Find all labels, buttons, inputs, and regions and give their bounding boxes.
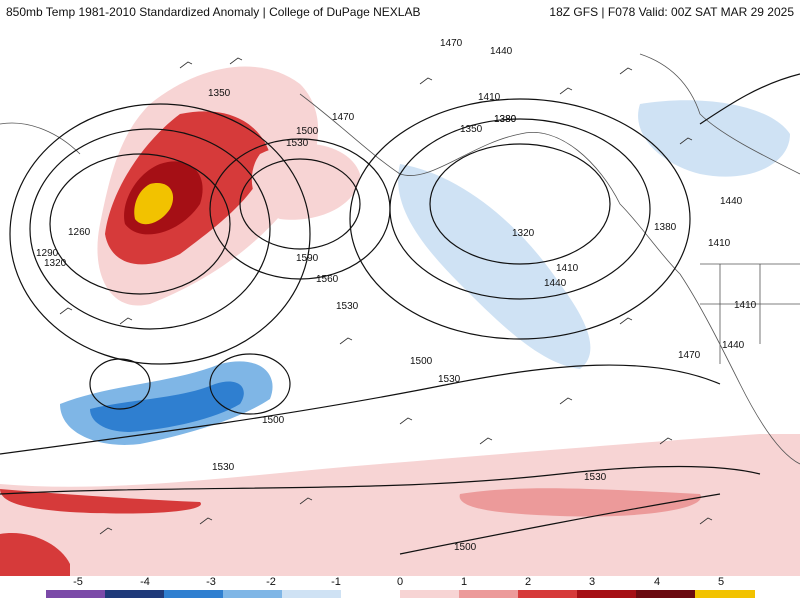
contour-label: 1590	[296, 253, 319, 264]
colorbar-segment	[341, 590, 401, 598]
contour-label: 1500	[262, 415, 285, 426]
contour-labels: 1470 1440 1410 1380 1350 1320 1290 1260 …	[36, 38, 757, 553]
colorbar-segment	[636, 590, 696, 598]
contour-label: 1350	[208, 88, 231, 99]
contour-label: 1410	[556, 263, 579, 274]
colorbar-tick: 1	[460, 576, 468, 588]
colorbar-segment	[518, 590, 578, 598]
contour-label: 1470	[440, 38, 463, 49]
contour-label: 1440	[722, 340, 745, 351]
contour-label: 1530	[336, 301, 359, 312]
colorbar-tick: -2	[266, 576, 276, 588]
colorbar: -5 -4 -3 -2 -1 0 1 2 3 4 5	[0, 576, 800, 600]
contour-label: 1410	[708, 238, 731, 249]
contour-label: 1380	[654, 222, 677, 233]
colorbar-segment	[695, 590, 755, 598]
contour-label: 1530	[286, 138, 309, 149]
colorbar-tick: 4	[653, 576, 661, 588]
colorbar-segment	[164, 590, 224, 598]
contour-label: 1410	[734, 300, 757, 311]
colorbar-tick: 3	[588, 576, 596, 588]
colorbar-segment	[577, 590, 637, 598]
colorbar-tick: 0	[396, 576, 404, 588]
anomaly-shading	[0, 66, 800, 576]
colorbar-tick: -1	[331, 576, 341, 588]
cold-anomaly-alaska	[398, 164, 591, 369]
colorbar-tick: 2	[524, 576, 532, 588]
warm-anomaly-ne	[251, 143, 360, 220]
contour-label: 1500	[454, 542, 477, 553]
warm-anomaly-south-strong	[0, 489, 201, 514]
contour-label: 1350	[460, 124, 483, 135]
cold-anomaly-core	[90, 381, 244, 432]
contour-label: 1260	[68, 227, 91, 238]
warm-anomaly-max	[134, 183, 174, 225]
contour-label: 1500	[410, 356, 433, 367]
contour-label: 1470	[678, 350, 701, 361]
warm-anomaly-south-east	[459, 488, 701, 517]
colorbar-segment	[105, 590, 165, 598]
colorbar-segment	[223, 590, 283, 598]
warm-anomaly-sw-corner	[0, 533, 70, 576]
colorbar-segment	[282, 590, 342, 598]
colorbar-tick: -3	[206, 576, 216, 588]
colorbar-segment	[400, 590, 460, 598]
map-canvas: 1470 1440 1410 1380 1350 1320 1290 1260 …	[0, 38, 800, 576]
weather-map: 1470 1440 1410 1380 1350 1320 1290 1260 …	[0, 24, 800, 576]
run-info: 18Z GFS | F078 Valid: 00Z SAT MAR 29 202…	[549, 5, 794, 19]
contour-label: 1410	[478, 92, 501, 103]
contour-label: 1320	[44, 258, 67, 269]
contour-label: 1320	[512, 228, 535, 239]
map-header: 850mb Temp 1981-2010 Standardized Anomal…	[0, 0, 800, 25]
map-title: 850mb Temp 1981-2010 Standardized Anomal…	[6, 5, 421, 19]
height-contours	[0, 73, 800, 555]
contour-label: 1290	[36, 248, 59, 259]
contour-label: 1440	[720, 196, 743, 207]
contour-label: 1500	[296, 126, 319, 137]
wind-barbs	[59, 57, 713, 535]
contour-label: 1560	[316, 274, 339, 285]
contour-label: 1470	[332, 112, 355, 123]
colorbar-tick: 5	[717, 576, 725, 588]
colorbar-tick: -4	[140, 576, 150, 588]
contour-label: 1530	[212, 462, 235, 473]
contour-label: 1380	[494, 114, 517, 125]
contour-label: 1440	[490, 46, 513, 57]
contour-label: 1380	[494, 114, 517, 125]
colorbar-segment	[459, 590, 519, 598]
colorbar-tick: -5	[73, 576, 83, 588]
colorbar-segment	[46, 590, 106, 598]
cold-anomaly-ne	[638, 100, 790, 177]
contour-label: 1530	[584, 472, 607, 483]
contour-label: 1530	[438, 374, 461, 385]
contour-label: 1440	[544, 278, 567, 289]
